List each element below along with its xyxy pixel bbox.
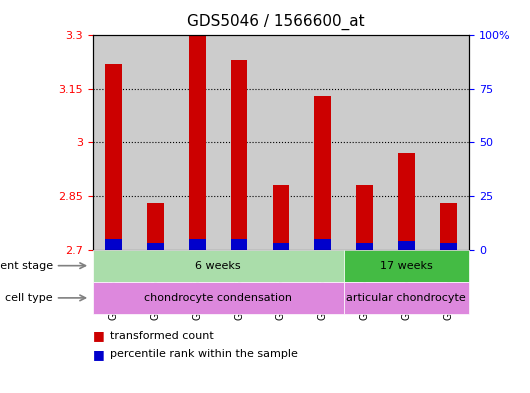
Bar [135,35,176,250]
Text: ■: ■ [93,329,104,342]
Bar [105,239,122,250]
Bar [398,241,414,250]
Text: 6 weeks: 6 weeks [196,261,241,271]
Text: development stage: development stage [0,261,53,271]
Bar [398,153,414,250]
Bar [302,35,343,250]
Text: ■: ■ [93,348,104,361]
Bar [93,35,135,250]
Bar [440,243,456,250]
Bar [314,96,331,250]
Bar [440,203,456,250]
Bar [231,61,248,250]
Text: cell type: cell type [5,293,53,303]
Bar [427,35,469,250]
Bar [189,35,206,250]
Bar [272,185,289,250]
Bar [231,239,248,250]
Text: percentile rank within the sample: percentile rank within the sample [110,349,297,360]
Bar [176,35,218,250]
Bar [314,239,331,250]
Bar [356,185,373,250]
Bar [147,203,164,250]
Bar [272,243,289,250]
Text: articular chondrocyte: articular chondrocyte [347,293,466,303]
Text: GDS5046 / 1566600_at: GDS5046 / 1566600_at [187,14,365,30]
Bar [343,35,385,250]
Text: transformed count: transformed count [110,331,214,341]
Text: 17 weeks: 17 weeks [380,261,432,271]
Text: chondrocyte condensation: chondrocyte condensation [144,293,292,303]
Bar [260,35,302,250]
Bar [189,239,206,250]
Bar [356,243,373,250]
Bar [105,64,122,250]
Bar [385,35,427,250]
Bar [218,35,260,250]
Bar [147,243,164,250]
